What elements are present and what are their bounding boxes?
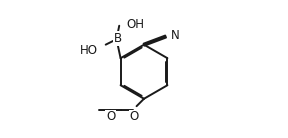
Text: O: O (129, 110, 139, 123)
Text: OH: OH (127, 18, 145, 31)
Text: N: N (171, 29, 180, 42)
Text: O: O (106, 110, 115, 123)
Text: B: B (114, 32, 122, 45)
Text: HO: HO (79, 44, 98, 57)
